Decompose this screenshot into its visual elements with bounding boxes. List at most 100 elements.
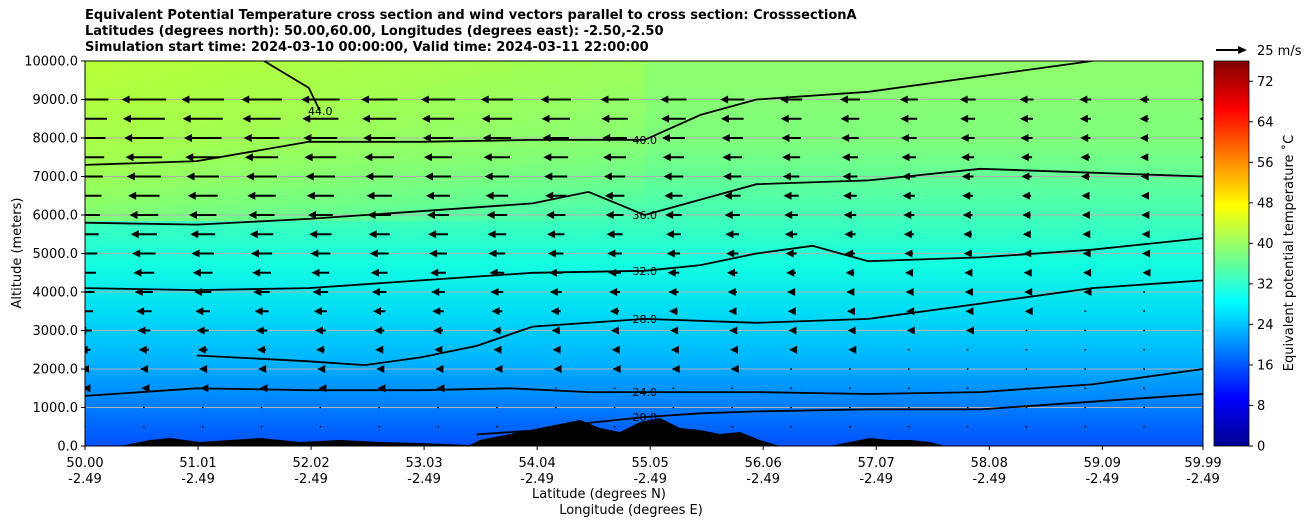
wind-vector-head [431, 288, 440, 296]
wind-vector-head [126, 172, 135, 181]
wind-vector-head [191, 249, 200, 258]
colorbar-tick-label: 56 [1257, 156, 1274, 171]
x-tick-label-lat: 50.00 [66, 456, 103, 471]
wind-vector-head [200, 384, 209, 393]
wind-vector-head [608, 268, 617, 277]
wind-vector-head [301, 95, 310, 104]
colorbar-tick-label: 40 [1257, 237, 1274, 252]
wind-vector-head [553, 365, 562, 373]
wind-vector-head [436, 384, 445, 393]
wind-vector-head [784, 230, 793, 239]
wind-vector [1025, 368, 1028, 370]
wind-vector-head [600, 95, 609, 104]
wind-vector-head [1021, 191, 1030, 200]
wind-vector [1143, 291, 1146, 293]
wind-vector-head [491, 307, 500, 316]
wind-vector [1084, 310, 1087, 313]
wind-vector-head [302, 114, 311, 123]
wind-vector-head [1021, 172, 1030, 181]
wind-vector-head [906, 326, 915, 335]
wind-vector-head [314, 326, 323, 335]
wind-vector [437, 425, 439, 428]
x-axis-label-2: Longitude (degrees E) [559, 503, 703, 518]
wind-vector-head [1022, 230, 1031, 239]
wind-vector-head [729, 345, 738, 354]
y-tick-label: 10000.0 [24, 55, 78, 70]
wind-vector-head [903, 230, 912, 239]
wind-vector-head [318, 384, 327, 393]
wind-vector-head [545, 191, 554, 200]
title-line-2: Latitudes (degrees north): 50.00,60.00, … [85, 24, 664, 39]
wind-vector-head [360, 95, 369, 104]
wind-vector-head [961, 172, 970, 181]
x-tick-label-lon: -2.49 [520, 472, 554, 487]
wind-vector-head [430, 268, 439, 277]
wind-vector [554, 425, 557, 428]
wind-vector-head [258, 365, 267, 373]
wind-vector-head [845, 268, 854, 277]
wind-vector [1084, 329, 1087, 332]
wind-vector-head [964, 288, 973, 296]
wind-vector [201, 425, 204, 428]
wind-vector-head [601, 114, 610, 123]
wind-vector-head [423, 153, 432, 162]
wind-vector-head [669, 307, 678, 316]
wind-vector [790, 425, 793, 428]
wind-vector-head [494, 365, 503, 373]
wind-vector-head [1079, 95, 1088, 104]
wind-vector-head [540, 95, 549, 104]
wind-vector-head [253, 288, 262, 296]
quiver-key-arrowhead [1238, 46, 1247, 54]
wind-vector-head [63, 115, 71, 123]
wind-vector-head [306, 191, 315, 200]
wind-vector-head [787, 307, 796, 316]
wind-vector-head [492, 326, 501, 335]
wind-vector-head [1141, 211, 1150, 219]
wind-vector-head [660, 95, 669, 104]
wind-vector-head [905, 268, 914, 277]
x-tick-label-lat: 52.02 [292, 456, 329, 471]
wind-vector [554, 387, 557, 390]
wind-vector-head [663, 172, 672, 181]
wind-vector-head [133, 268, 142, 277]
wind-vector-head [421, 114, 430, 123]
wind-vector-head [787, 288, 796, 296]
wind-vector-head [1019, 114, 1028, 123]
wind-vector-head [311, 268, 320, 277]
wind-vector-head [249, 230, 258, 239]
wind-vector-head [902, 172, 911, 181]
wind-vector-head [788, 326, 797, 335]
wind-vector-head [906, 307, 915, 316]
y-tick-label: 6000.0 [33, 209, 79, 224]
wind-vector [790, 387, 793, 390]
wind-vector-head [962, 191, 971, 200]
wind-vector-head [843, 211, 852, 219]
x-tick-label-lon: -2.49 [294, 472, 328, 487]
y-tick-label: 3000.0 [33, 324, 79, 339]
contour-line [263, 61, 321, 112]
wind-vector-head [488, 249, 497, 258]
wind-vector-head [785, 249, 794, 258]
wind-vector-head [493, 345, 502, 354]
wind-vector [1025, 406, 1028, 409]
y-tick-label: 9000.0 [33, 93, 79, 108]
x-tick-label-lon: -2.49 [1186, 472, 1220, 487]
wind-vector [849, 425, 851, 428]
contour-label: 24.0 [633, 386, 658, 399]
wind-vector-head [730, 365, 739, 373]
wind-vector-head [1199, 97, 1203, 102]
wind-vector-head [542, 134, 551, 142]
wind-vector-head [902, 191, 911, 200]
wind-vector-head [604, 191, 613, 200]
wind-vector-head [428, 230, 437, 239]
chart-title: Equivalent Potential Temperature cross s… [85, 8, 857, 56]
wind-vector-head [963, 249, 972, 258]
wind-vector-head [605, 211, 614, 219]
y-tick-label: 7000.0 [33, 170, 79, 185]
wind-vector-head [435, 365, 444, 373]
wind-vector-head [549, 288, 558, 296]
wind-vector [378, 406, 381, 409]
wind-vector-head [1081, 211, 1090, 219]
wind-vector-head [905, 288, 914, 296]
